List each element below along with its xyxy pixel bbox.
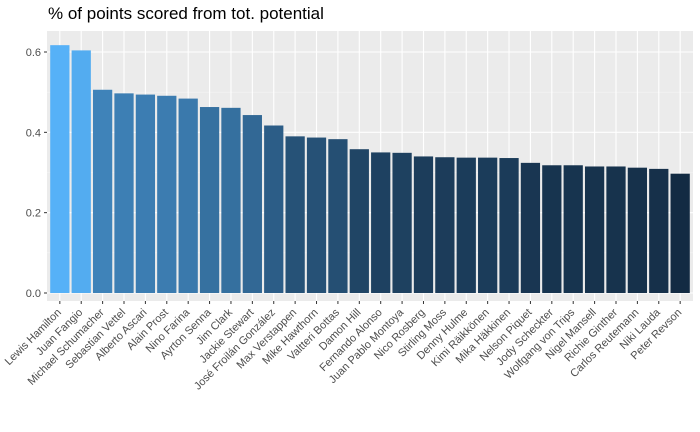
bar — [478, 157, 498, 293]
bar — [178, 98, 198, 294]
bar — [349, 149, 369, 293]
bar — [221, 107, 241, 293]
bar — [435, 157, 455, 293]
y-tick-label: 0.0 — [26, 288, 41, 300]
bar — [413, 156, 434, 293]
bar — [456, 157, 476, 293]
bar — [649, 168, 669, 293]
bar — [392, 152, 412, 293]
bar — [328, 139, 348, 293]
bar — [157, 95, 177, 293]
bar — [242, 115, 262, 293]
y-tick-label: 0.4 — [26, 127, 41, 139]
bar — [306, 137, 327, 293]
bar — [199, 107, 220, 293]
bar — [371, 152, 391, 293]
bar — [264, 125, 284, 293]
bar — [670, 173, 690, 293]
bar — [92, 89, 113, 293]
bar — [542, 165, 562, 293]
bar — [50, 45, 70, 294]
bar — [627, 167, 648, 293]
bar — [135, 94, 156, 294]
y-tick-label: 0.6 — [26, 47, 41, 59]
bar — [520, 162, 541, 293]
y-tick-label: 0.2 — [26, 208, 41, 220]
bar — [499, 158, 519, 293]
bar — [563, 165, 583, 293]
bar — [606, 166, 626, 293]
bar — [114, 93, 134, 293]
bar — [584, 166, 605, 293]
bar — [71, 50, 91, 293]
bar — [285, 136, 305, 293]
chart-title: % of points scored from tot. potential — [48, 4, 324, 23]
